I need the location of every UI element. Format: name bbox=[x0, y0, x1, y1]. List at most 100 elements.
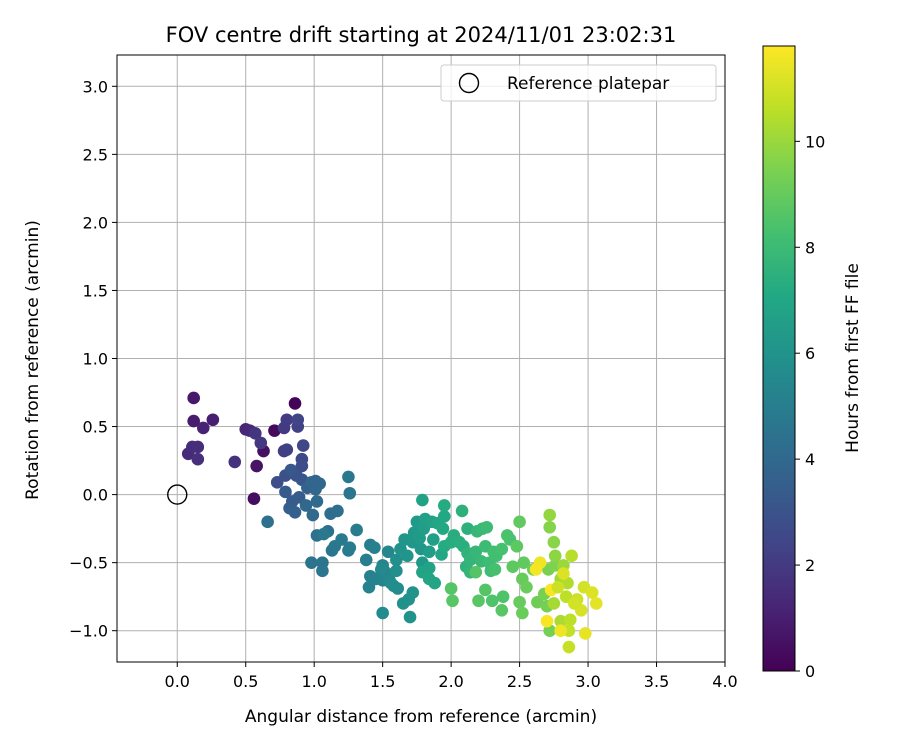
data-point bbox=[376, 606, 389, 620]
data-point bbox=[437, 510, 451, 523]
data-point bbox=[288, 505, 302, 519]
data-point bbox=[488, 563, 502, 576]
data-point bbox=[446, 594, 459, 608]
data-point bbox=[390, 553, 403, 567]
x-tick-label: 4.0 bbox=[712, 672, 737, 691]
data-point bbox=[516, 606, 529, 620]
data-point bbox=[280, 443, 294, 456]
y-tick-label: −1.0 bbox=[69, 622, 108, 641]
data-point bbox=[279, 485, 292, 499]
reference-marker bbox=[167, 484, 188, 505]
data-point bbox=[343, 486, 357, 500]
colorbar-gradient bbox=[762, 45, 796, 672]
data-point bbox=[247, 492, 261, 505]
data-point bbox=[543, 520, 557, 534]
data-points bbox=[181, 391, 603, 654]
colorbar-ticks: 0 2 4 6 8 10 bbox=[795, 132, 825, 681]
data-point bbox=[249, 427, 262, 440]
data-point bbox=[343, 541, 357, 554]
data-point bbox=[187, 391, 200, 405]
data-point bbox=[551, 580, 565, 594]
data-point bbox=[305, 556, 318, 569]
legend-marker-icon bbox=[458, 72, 480, 94]
data-point bbox=[585, 586, 599, 599]
data-point bbox=[296, 439, 310, 452]
data-point bbox=[540, 614, 554, 628]
data-point bbox=[368, 541, 381, 554]
data-point bbox=[436, 522, 450, 535]
data-point bbox=[517, 556, 531, 569]
data-point bbox=[547, 535, 561, 549]
legend: Reference platepar bbox=[440, 64, 717, 102]
data-point bbox=[529, 563, 543, 576]
y-tick-label: 2.0 bbox=[83, 213, 108, 232]
data-point bbox=[520, 580, 533, 594]
data-point bbox=[480, 520, 494, 534]
data-point bbox=[403, 610, 417, 624]
data-point bbox=[506, 560, 520, 574]
data-point bbox=[191, 452, 205, 466]
y-tick-label: 1.5 bbox=[83, 281, 108, 300]
x-tick-label: 3.5 bbox=[644, 672, 669, 691]
data-point bbox=[561, 576, 574, 590]
data-point bbox=[563, 613, 577, 627]
data-point bbox=[496, 590, 510, 603]
data-point bbox=[250, 459, 263, 473]
data-point bbox=[390, 564, 403, 578]
data-point bbox=[543, 624, 557, 637]
data-point bbox=[444, 582, 458, 595]
data-point bbox=[554, 614, 567, 628]
colorbar-tick-label: 10 bbox=[805, 132, 825, 151]
data-point bbox=[317, 527, 331, 541]
colorbar: 0 2 4 6 8 10 Hours from first FF file bbox=[762, 45, 863, 681]
data-point bbox=[228, 455, 242, 469]
data-point bbox=[401, 549, 414, 563]
data-point bbox=[495, 542, 509, 556]
data-point bbox=[479, 583, 492, 597]
data-point bbox=[455, 504, 469, 518]
data-point bbox=[406, 586, 420, 599]
data-point bbox=[510, 540, 524, 553]
data-point bbox=[261, 515, 274, 529]
data-point bbox=[562, 640, 576, 654]
data-point bbox=[306, 508, 320, 522]
y-tick-label: 3.0 bbox=[83, 77, 108, 96]
data-point bbox=[513, 595, 526, 609]
x-tick-label: 3.0 bbox=[575, 672, 600, 691]
data-point bbox=[565, 549, 578, 563]
data-point bbox=[342, 470, 355, 484]
data-point bbox=[284, 463, 298, 477]
colorbar-label: Hours from first FF file bbox=[843, 263, 863, 453]
data-point bbox=[469, 545, 483, 559]
colorbar-tick-label: 0 bbox=[805, 662, 815, 681]
data-point bbox=[589, 597, 603, 610]
data-point bbox=[299, 499, 313, 512]
data-point bbox=[568, 597, 581, 610]
x-tick-label: 0.5 bbox=[233, 672, 258, 691]
data-point bbox=[268, 424, 281, 437]
chart-title: FOV centre drift starting at 2024/11/01 … bbox=[166, 23, 677, 47]
colorbar-tick-label: 2 bbox=[805, 556, 815, 575]
data-point bbox=[547, 597, 561, 610]
data-point bbox=[381, 545, 395, 559]
data-point bbox=[196, 421, 210, 435]
data-point bbox=[557, 567, 570, 580]
colorbar-tick-label: 6 bbox=[805, 344, 815, 363]
x-tick-label: 1.0 bbox=[301, 672, 326, 691]
data-point bbox=[428, 576, 441, 590]
data-point bbox=[461, 522, 474, 535]
data-point bbox=[543, 508, 557, 522]
x-axis-label: Angular distance from reference (arcmin) bbox=[245, 707, 597, 727]
data-point bbox=[359, 553, 373, 567]
data-point bbox=[331, 504, 344, 518]
data-point bbox=[280, 413, 294, 427]
data-point bbox=[350, 523, 363, 537]
data-point bbox=[413, 531, 426, 545]
data-point bbox=[513, 515, 526, 529]
data-point bbox=[206, 413, 220, 427]
data-point bbox=[437, 499, 451, 512]
y-tick-label: 0.5 bbox=[83, 418, 108, 437]
x-tick-label: 1.5 bbox=[370, 672, 395, 691]
data-point bbox=[391, 582, 405, 595]
